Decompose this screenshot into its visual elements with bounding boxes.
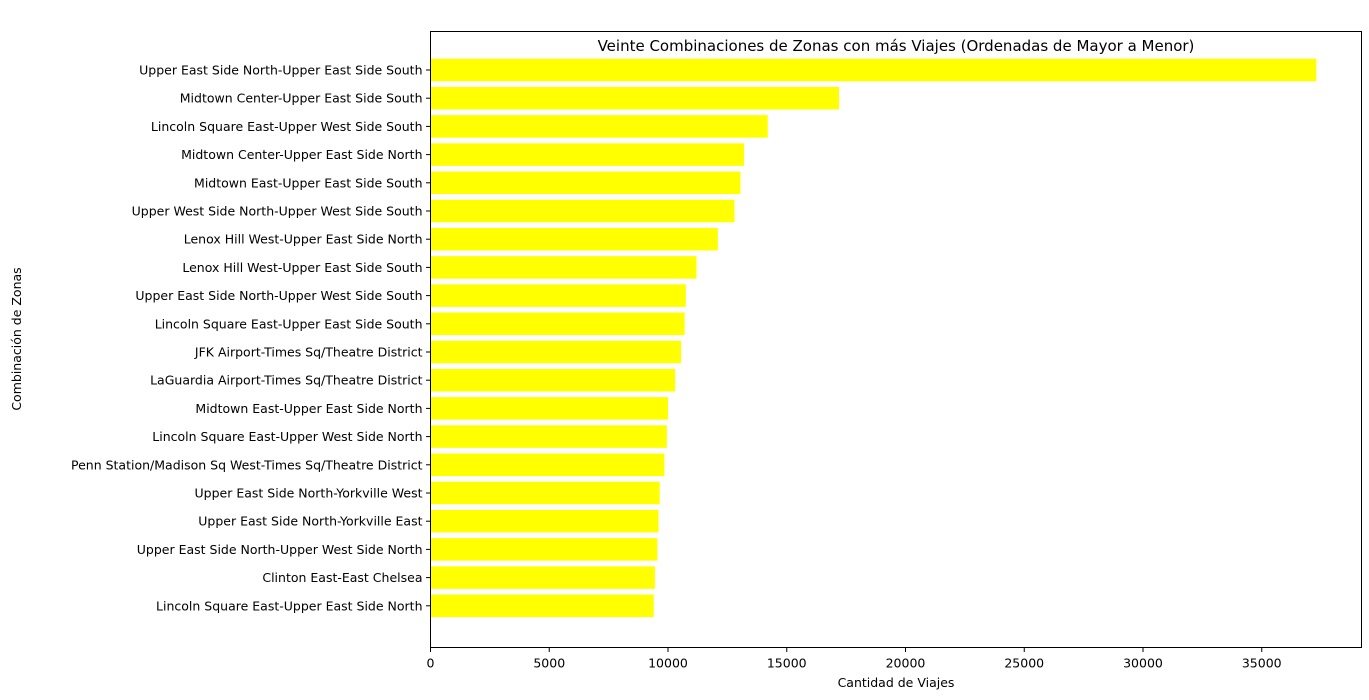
x-tick-label: 30000 [1123, 656, 1163, 671]
bar [430, 481, 660, 505]
category-label: Upper East Side North-Upper West Side No… [137, 542, 423, 557]
bar [430, 86, 839, 110]
category-label: Penn Station/Madison Sq West-Times Sq/Th… [71, 457, 423, 472]
y-axis-label: Combinación de Zonas [9, 267, 24, 410]
category-labels-group: Upper East Side North-Upper East Side So… [71, 63, 431, 613]
x-tick-label: 15000 [767, 656, 807, 671]
bar [430, 340, 682, 364]
chart-title: Veinte Combinaciones de Zonas con más Vi… [598, 37, 1195, 55]
category-label: Midtown Center-Upper East Side North [181, 147, 422, 162]
category-label: Upper East Side North-Yorkville East [198, 514, 422, 529]
bar [430, 143, 744, 166]
category-label: Lincoln Square East-Upper East Side Sout… [155, 316, 423, 331]
bar [430, 115, 768, 138]
bars-group [430, 58, 1317, 618]
category-label: Upper East Side North-Upper West Side So… [135, 288, 422, 303]
bar [430, 594, 654, 618]
category-label: Lincoln Square East-Upper West Side Nort… [152, 429, 422, 444]
category-label: Midtown East-Upper East Side North [195, 401, 422, 416]
bar [430, 538, 658, 561]
bar [430, 284, 686, 307]
x-tick-label: 10000 [648, 656, 688, 671]
category-label: Lenox Hill West-Upper East Side South [182, 260, 422, 275]
category-label: Upper East Side North-Yorkville West [195, 486, 423, 501]
x-tick-label: 0 [427, 656, 435, 671]
x-tick-label: 35000 [1242, 656, 1282, 671]
category-label: Upper East Side North-Upper East Side So… [139, 63, 422, 78]
bar [430, 566, 655, 589]
category-label: Clinton East-East Chelsea [262, 570, 422, 585]
bar [430, 453, 665, 477]
category-label: LaGuardia Airport-Times Sq/Theatre Distr… [150, 373, 422, 388]
category-label: Upper West Side North-Upper West Side So… [132, 204, 423, 219]
x-tick-label: 20000 [886, 656, 926, 671]
category-label: Midtown East-Upper East Side South [194, 175, 422, 190]
bar [430, 199, 735, 223]
category-label: JFK Airport-Times Sq/Theatre District [194, 345, 423, 360]
bar [430, 312, 685, 336]
x-ticks-group: 0 5000 10000 15000 20000 25000 30000 35000 [427, 647, 1282, 671]
bar [430, 397, 668, 420]
x-tick-label: 25000 [1004, 656, 1044, 671]
category-label: Lincoln Square East-Upper West Side Sout… [151, 119, 423, 134]
bar [430, 509, 659, 533]
bar [430, 227, 718, 251]
x-tick-label: 5000 [533, 656, 565, 671]
category-label: Midtown Center-Upper East Side South [180, 91, 423, 106]
plot-frame [430, 31, 1362, 648]
category-label: Lincoln Square East-Upper East Side Nort… [156, 598, 422, 613]
bar [430, 256, 697, 279]
category-label: Lenox Hill West-Upper East Side North [184, 232, 423, 247]
bar [430, 58, 1317, 82]
bar [430, 171, 741, 195]
x-axis-label: Cantidad de Viajes [838, 675, 955, 690]
bar [430, 368, 676, 392]
bar [430, 425, 667, 448]
